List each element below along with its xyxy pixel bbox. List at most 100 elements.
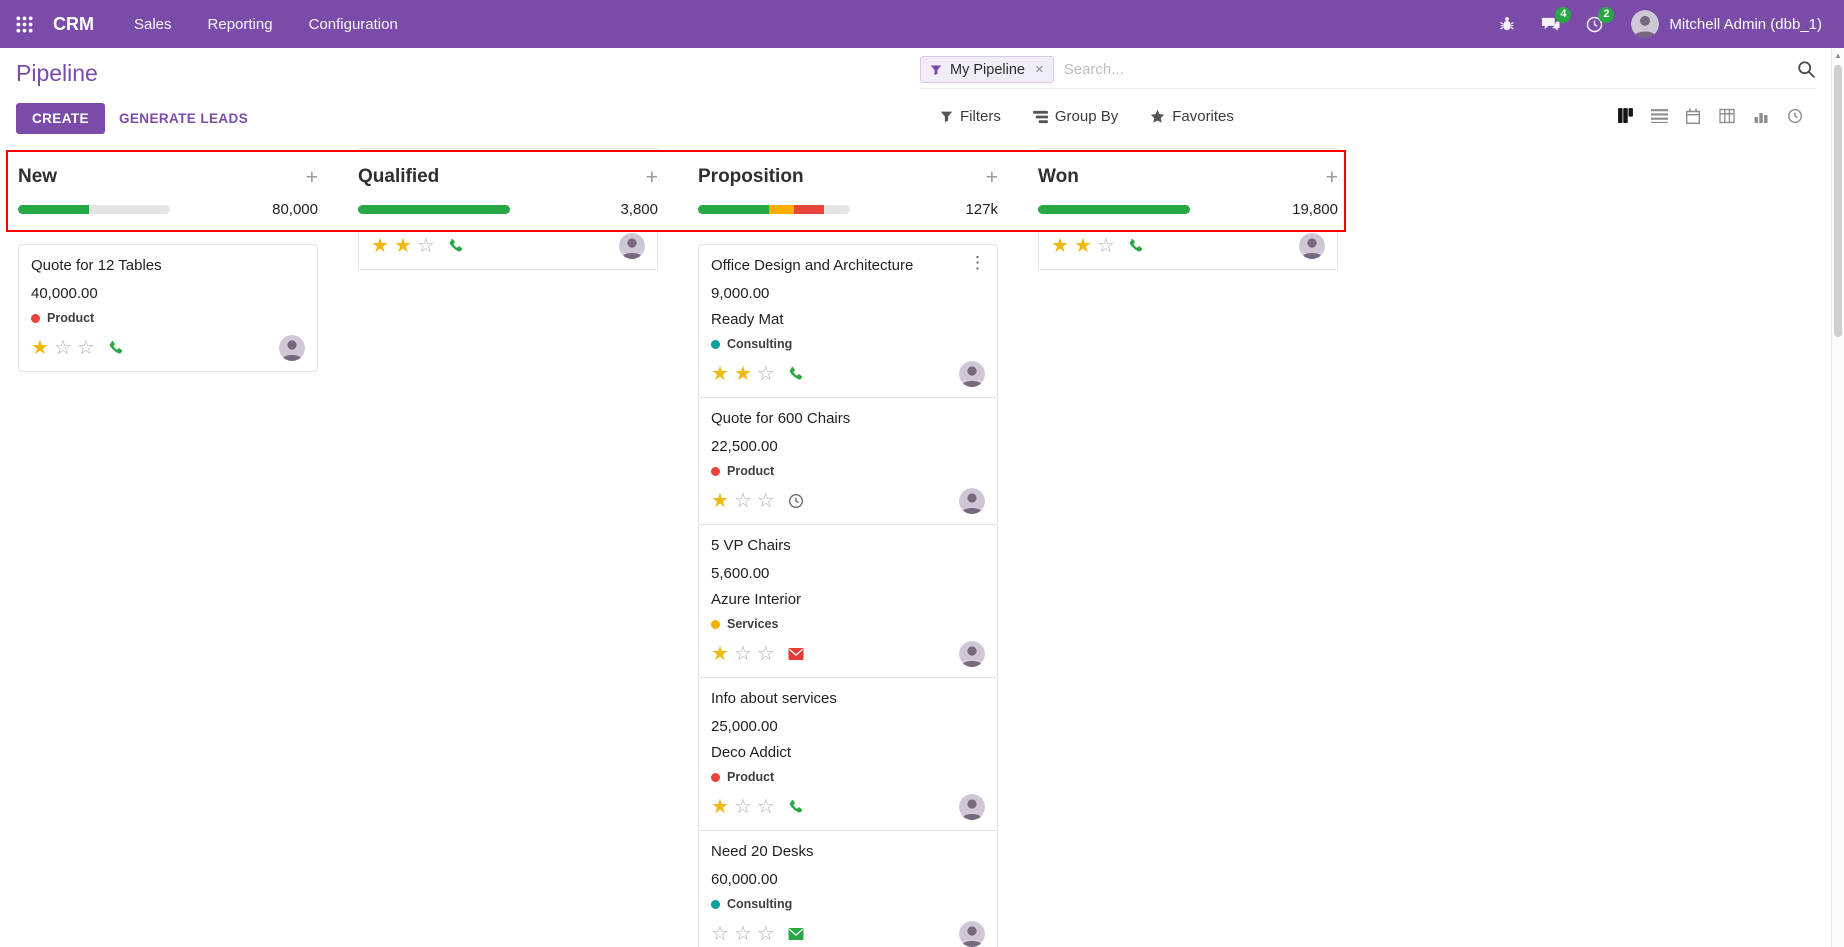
menu-sales[interactable]: Sales [134,15,172,33]
column-progressbar[interactable] [358,205,510,214]
star-icon[interactable]: ★ [31,337,49,359]
card-menu-icon[interactable]: ⋮ [969,253,986,272]
search-icon[interactable] [1797,60,1816,79]
card-tag[interactable]: Consulting [711,337,985,351]
column-add-icon[interactable]: + [645,165,658,189]
column-progressbar[interactable] [698,205,850,214]
star-icon[interactable]: ☆ [1096,235,1115,257]
phone-activity-icon[interactable] [788,799,804,815]
kanban-card[interactable]: Quote for 600 Chairs 22,500.00 Product ★ ☆ ☆ [698,397,998,525]
column-progressbar[interactable] [1038,205,1190,214]
star-icon[interactable]: ☆ [733,643,752,665]
view-list-button[interactable] [1642,100,1676,134]
menu-configuration[interactable]: Configuration [308,15,398,33]
star-icon[interactable]: ☆ [416,235,435,257]
star-icon[interactable]: ☆ [733,796,752,818]
progressbar-segment[interactable] [89,205,170,214]
activities-icon[interactable]: 2 [1586,6,1615,33]
vertical-scrollbar[interactable]: ▲ [1831,48,1844,947]
column-title[interactable]: Won [1038,166,1079,187]
star-icon[interactable]: ☆ [711,923,729,945]
star-icon[interactable]: ★ [371,235,389,257]
salesperson-avatar[interactable] [279,335,305,361]
card-title[interactable]: Need 20 Desks [711,843,814,860]
card-title[interactable]: Quote for 600 Chairs [711,410,851,427]
card-tag[interactable]: Consulting [711,897,985,911]
star-icon[interactable]: ★ [711,796,729,818]
progressbar-segment[interactable] [358,205,510,214]
view-graph-button[interactable] [1744,100,1778,134]
progressbar-segment[interactable] [698,205,770,214]
star-icon[interactable]: ☆ [53,337,72,359]
filters-button[interactable]: Filters [940,108,1001,125]
app-name[interactable]: CRM [53,13,94,34]
search-facet[interactable]: My Pipeline × [920,56,1054,83]
search-input[interactable] [1053,56,1797,83]
progressbar-segment[interactable] [793,205,825,214]
user-avatar[interactable] [1631,10,1660,38]
star-icon[interactable]: ★ [711,490,729,512]
star-icon[interactable]: ★ [1051,235,1069,257]
envelope-activity-icon[interactable] [788,927,804,941]
progressbar-segment[interactable] [18,205,90,214]
column-add-icon[interactable]: + [305,165,318,189]
kanban-card[interactable]: Need 20 Desks 60,000.00 Consulting ☆ ☆ ☆ [698,830,998,947]
star-icon[interactable]: ☆ [756,796,775,818]
star-icon[interactable]: ☆ [733,923,752,945]
kanban-card[interactable]: Quote for 12 Tables 40,000.00 Product ★ ☆ ☆ [18,244,318,372]
phone-activity-icon[interactable] [788,366,804,382]
kanban-card[interactable]: Info about services 25,000.00 Deco Addict P… [698,677,998,831]
create-button[interactable]: CREATE [16,103,105,134]
column-title[interactable]: Qualified [358,166,440,187]
debug-bug-icon[interactable] [1499,16,1515,32]
view-kanban-button[interactable] [1608,100,1642,134]
column-add-icon[interactable]: + [985,165,998,189]
apps-menu-icon[interactable] [16,15,33,33]
salesperson-avatar[interactable] [959,794,985,820]
progressbar-segment[interactable] [769,205,794,214]
phone-activity-icon[interactable] [448,238,464,254]
star-icon[interactable]: ★ [711,363,729,385]
star-icon[interactable]: ☆ [76,337,95,359]
progressbar-segment[interactable] [824,205,850,214]
star-icon[interactable]: ☆ [756,923,775,945]
menu-reporting[interactable]: Reporting [207,15,273,33]
scrollbar-thumb[interactable] [1834,65,1842,337]
group-by-button[interactable]: Group By [1032,108,1118,125]
progressbar-segment[interactable] [1038,205,1190,214]
star-icon[interactable]: ☆ [756,490,775,512]
kanban-card[interactable]: ⋮ Office Design and Architecture 9,000.00 R… [698,244,998,398]
card-tag[interactable]: Product [711,770,985,784]
column-add-icon[interactable]: + [1325,165,1338,189]
envelope-activity-icon[interactable] [788,647,804,661]
salesperson-avatar[interactable] [959,488,985,514]
scroll-up-icon[interactable]: ▲ [1834,51,1842,60]
user-menu[interactable]: Mitchell Admin (dbb_1) [1669,15,1822,33]
phone-activity-icon[interactable] [1128,238,1144,254]
kanban-card[interactable]: 5 VP Chairs 5,600.00 Azure Interior Service… [698,524,998,678]
column-title[interactable]: New [18,166,58,187]
card-tag[interactable]: Services [711,617,985,631]
view-pivot-button[interactable] [1710,100,1744,134]
view-activity-button[interactable] [1778,100,1812,134]
salesperson-avatar[interactable] [959,361,985,387]
favorites-button[interactable]: Favorites [1150,108,1234,125]
star-icon[interactable]: ☆ [756,363,775,385]
messages-icon[interactable]: 4 [1541,6,1572,33]
view-calendar-button[interactable] [1676,100,1710,134]
salesperson-avatar[interactable] [1299,233,1325,259]
star-icon[interactable]: ★ [733,363,752,385]
salesperson-avatar[interactable] [619,233,645,259]
star-icon[interactable]: ☆ [756,643,775,665]
salesperson-avatar[interactable] [959,921,985,947]
star-icon[interactable]: ☆ [733,490,752,512]
column-progressbar[interactable] [18,205,170,214]
star-icon[interactable]: ★ [393,235,412,257]
star-icon[interactable]: ★ [1073,235,1092,257]
card-tag[interactable]: Product [711,464,985,478]
salesperson-avatar[interactable] [959,641,985,667]
clock-activity-icon[interactable] [788,493,804,509]
card-tag[interactable]: Product [31,311,305,325]
card-title[interactable]: Info about services [711,690,837,707]
card-title[interactable]: Office Design and Architecture [711,257,914,274]
